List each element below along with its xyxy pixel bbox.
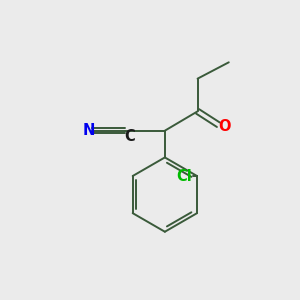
Text: C: C — [124, 129, 135, 144]
Text: Cl: Cl — [176, 169, 191, 184]
Text: O: O — [219, 119, 231, 134]
Text: N: N — [82, 123, 95, 138]
